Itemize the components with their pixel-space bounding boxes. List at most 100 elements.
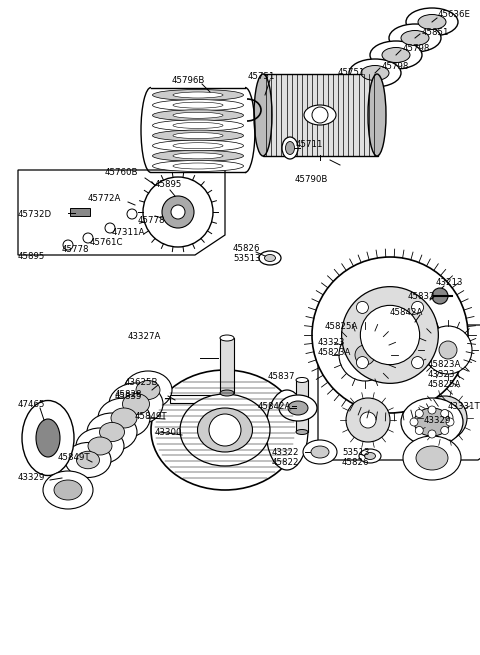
Ellipse shape (364, 453, 375, 460)
Ellipse shape (401, 31, 429, 45)
Text: 45711: 45711 (296, 140, 324, 149)
Bar (296, 380, 308, 432)
Text: 45851: 45851 (422, 28, 449, 37)
Circle shape (339, 329, 391, 381)
Ellipse shape (122, 394, 149, 415)
Ellipse shape (220, 335, 234, 341)
Ellipse shape (349, 59, 401, 87)
Text: 45826: 45826 (233, 244, 261, 253)
Ellipse shape (173, 163, 223, 169)
Text: 43323: 43323 (428, 370, 456, 379)
Circle shape (360, 412, 376, 428)
Circle shape (360, 305, 420, 365)
Text: 45732D: 45732D (18, 210, 52, 219)
Text: 43625B: 43625B (125, 378, 158, 387)
Ellipse shape (389, 24, 441, 52)
Bar (170, 395, 235, 403)
Circle shape (423, 396, 467, 440)
Ellipse shape (403, 436, 461, 480)
Circle shape (411, 356, 423, 369)
Circle shape (105, 223, 115, 233)
Text: 45842A: 45842A (258, 402, 291, 411)
Text: 45826: 45826 (342, 458, 370, 467)
Ellipse shape (414, 408, 450, 436)
Text: 45835: 45835 (115, 392, 143, 401)
Ellipse shape (197, 408, 252, 452)
Circle shape (143, 177, 213, 247)
Ellipse shape (173, 132, 223, 139)
Polygon shape (18, 170, 225, 255)
Bar (70, 208, 90, 216)
Ellipse shape (288, 401, 308, 415)
Text: 45842A: 45842A (390, 308, 423, 317)
Ellipse shape (153, 140, 243, 151)
Ellipse shape (87, 413, 137, 451)
Text: 45822: 45822 (272, 458, 300, 467)
Circle shape (312, 257, 468, 413)
Ellipse shape (279, 395, 317, 421)
Circle shape (428, 430, 436, 438)
Ellipse shape (370, 41, 422, 69)
Ellipse shape (111, 408, 137, 428)
Text: 53513: 53513 (233, 254, 261, 263)
Ellipse shape (264, 255, 276, 261)
Ellipse shape (220, 390, 234, 396)
Bar (220, 338, 234, 393)
Ellipse shape (153, 160, 243, 172)
Ellipse shape (266, 390, 308, 470)
Circle shape (209, 414, 241, 446)
Text: 45849T: 45849T (58, 453, 91, 462)
Ellipse shape (136, 381, 160, 400)
Circle shape (312, 107, 328, 123)
Ellipse shape (76, 428, 124, 464)
Text: 43213: 43213 (436, 278, 464, 287)
Circle shape (171, 205, 185, 219)
Circle shape (355, 345, 375, 365)
Ellipse shape (296, 377, 308, 383)
Ellipse shape (109, 383, 163, 425)
Text: 45636E: 45636E (438, 10, 471, 19)
Circle shape (411, 301, 423, 314)
Circle shape (162, 196, 194, 228)
Text: 45798: 45798 (382, 62, 409, 71)
Text: 43322: 43322 (272, 448, 300, 457)
Ellipse shape (98, 398, 150, 438)
Circle shape (441, 409, 449, 417)
Text: 45760B: 45760B (105, 168, 139, 177)
Text: 45823A: 45823A (318, 348, 351, 357)
Ellipse shape (153, 90, 243, 100)
Text: 45790B: 45790B (295, 175, 328, 184)
Text: 43327A: 43327A (128, 332, 161, 341)
Text: 45895: 45895 (155, 180, 182, 189)
Circle shape (357, 356, 369, 369)
Ellipse shape (36, 419, 60, 457)
Ellipse shape (22, 400, 74, 476)
Text: 45796B: 45796B (172, 76, 205, 85)
Text: 45772A: 45772A (88, 194, 121, 203)
Text: 43300: 43300 (155, 428, 182, 437)
Text: 53513: 53513 (342, 448, 370, 457)
Ellipse shape (54, 480, 82, 500)
Ellipse shape (153, 130, 243, 141)
Ellipse shape (282, 137, 298, 159)
Text: 47311A: 47311A (112, 228, 145, 237)
Text: 45751: 45751 (338, 68, 365, 77)
Circle shape (441, 426, 449, 434)
Circle shape (446, 418, 454, 426)
Ellipse shape (153, 100, 243, 111)
Circle shape (428, 406, 436, 414)
Text: 45778: 45778 (138, 216, 166, 225)
Bar (263, 74, 378, 156)
Polygon shape (318, 325, 480, 460)
Ellipse shape (76, 451, 99, 469)
Text: 43331T: 43331T (448, 402, 480, 411)
Circle shape (63, 240, 73, 250)
Ellipse shape (153, 110, 243, 121)
Ellipse shape (153, 120, 243, 131)
Text: 43329: 43329 (18, 473, 46, 482)
Text: 47465: 47465 (18, 400, 46, 409)
Ellipse shape (180, 394, 270, 466)
Ellipse shape (173, 122, 223, 128)
Circle shape (410, 418, 418, 426)
Ellipse shape (361, 66, 389, 81)
